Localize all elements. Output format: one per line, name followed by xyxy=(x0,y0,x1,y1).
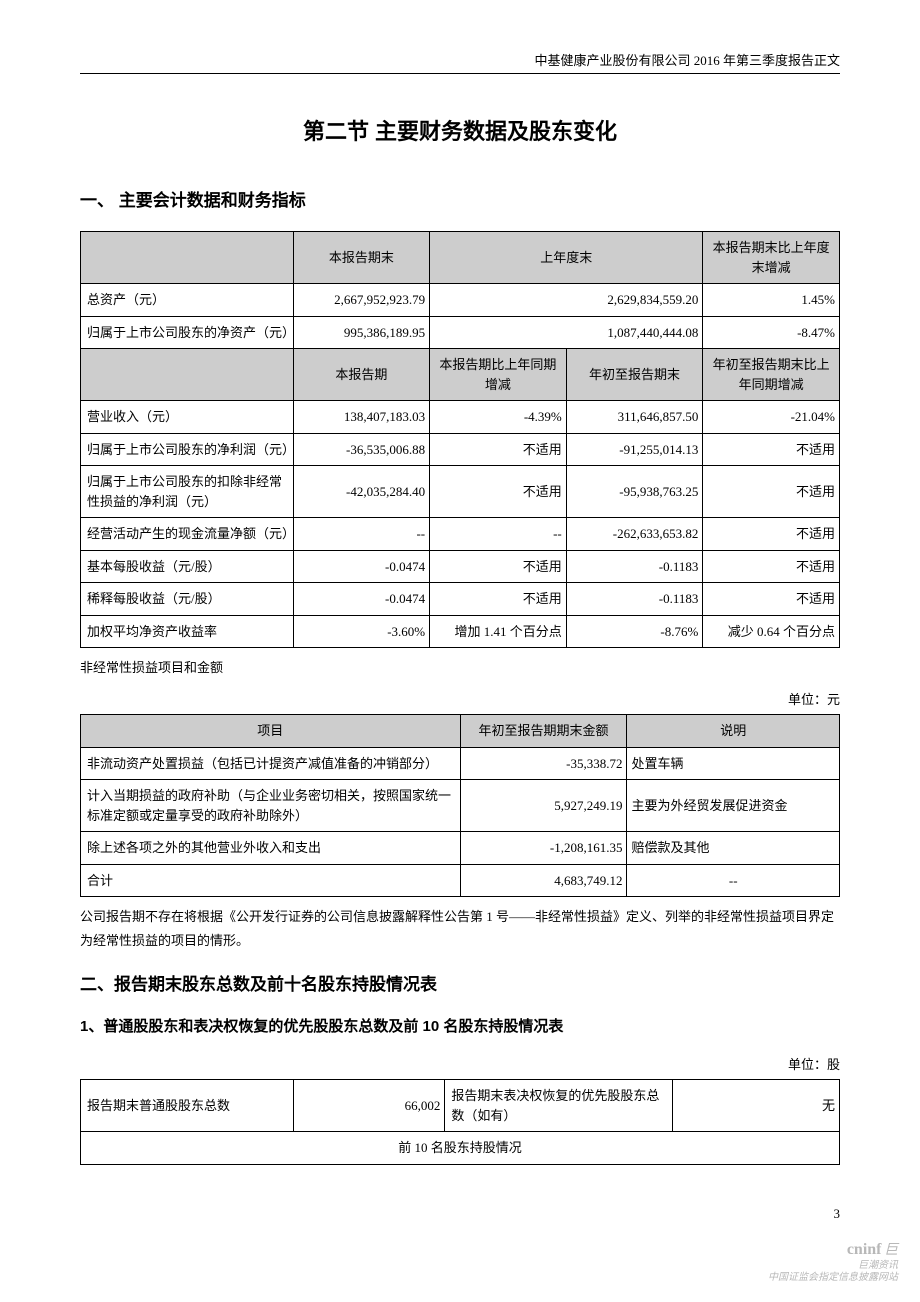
cell: -3.60% xyxy=(293,615,430,648)
cell: 不适用 xyxy=(703,550,840,583)
table-nonrecurring-items: 项目 年初至报告期期末金额 说明 非流动资产处置损益（包括已计提资产减值准备的冲… xyxy=(80,714,840,897)
page-header: 中基健康产业股份有限公司 2016 年第三季度报告正文 xyxy=(80,50,840,74)
cell: 不适用 xyxy=(703,518,840,551)
th-last-year-end: 上年度末 xyxy=(430,232,703,284)
cell: 1,087,440,444.08 xyxy=(430,316,703,349)
cell: -0.1183 xyxy=(566,550,703,583)
cell: 2,667,952,923.79 xyxy=(293,284,430,317)
cell: -1,208,161.35 xyxy=(460,832,627,865)
cell: -- xyxy=(627,864,840,897)
cell: 1.45% xyxy=(703,284,840,317)
row-common-holders-label: 报告期末普通股股东总数 xyxy=(81,1080,294,1132)
watermark-cn: 巨潮资讯 xyxy=(858,1260,898,1271)
row-basic-eps-label: 基本每股收益（元/股） xyxy=(81,550,294,583)
cell: 增加 1.41 个百分点 xyxy=(430,615,567,648)
row-pref-holders-label: 报告期末表决权恢复的优先股股东总数（如有） xyxy=(445,1080,673,1132)
cell: 不适用 xyxy=(430,550,567,583)
cell: 不适用 xyxy=(430,583,567,616)
heading-top10: 1、普通股股东和表决权恢复的优先股股东总数及前 10 名股东持股情况表 xyxy=(80,1015,840,1036)
cell: 2,629,834,559.20 xyxy=(430,284,703,317)
cell: -95,938,763.25 xyxy=(566,466,703,518)
cell: -0.0474 xyxy=(293,550,430,583)
th-period-end: 本报告期末 xyxy=(293,232,430,284)
row-diluted-eps-label: 稀释每股收益（元/股） xyxy=(81,583,294,616)
cell: -262,633,653.82 xyxy=(566,518,703,551)
cell: 不适用 xyxy=(703,466,840,518)
th-period: 本报告期 xyxy=(293,349,430,401)
cell: 处置车辆 xyxy=(627,747,840,780)
row-top10-header: 前 10 名股东持股情况 xyxy=(81,1132,840,1165)
table-shareholders: 报告期末普通股股东总数 66,002 报告期末表决权恢复的优先股股东总数（如有）… xyxy=(80,1079,840,1165)
watermark-sub: 中国证监会指定信息披露网站 xyxy=(768,1272,898,1283)
cell: -8.47% xyxy=(703,316,840,349)
cell: -- xyxy=(293,518,430,551)
cell: 4,683,749.12 xyxy=(460,864,627,897)
row-subsidy-label: 计入当期损益的政府补助（与企业业务密切相关，按照国家统一标准定额或定量享受的政府… xyxy=(81,780,461,832)
watermark: cninf 巨 巨潮资讯 中国证监会指定信息披露网站 xyxy=(768,1240,898,1284)
cell: -4.39% xyxy=(430,401,567,434)
table-financial-indicators: 本报告期末 上年度末 本报告期末比上年度末增减 总资产（元） 2,667,952… xyxy=(80,231,840,648)
cell: 赔偿款及其他 xyxy=(627,832,840,865)
cell: 138,407,183.03 xyxy=(293,401,430,434)
cell: -36,535,006.88 xyxy=(293,433,430,466)
th-amount: 年初至报告期期末金额 xyxy=(460,715,627,748)
watermark-brand: cninf xyxy=(847,1241,882,1258)
cell: -42,035,284.40 xyxy=(293,466,430,518)
cell: 311,646,857.50 xyxy=(566,401,703,434)
th-blank2 xyxy=(81,349,294,401)
row-cashflow-label: 经营活动产生的现金流量净额（元） xyxy=(81,518,294,551)
row-total-label: 合计 xyxy=(81,864,461,897)
cell: 不适用 xyxy=(430,433,567,466)
cell: 995,386,189.95 xyxy=(293,316,430,349)
th-change: 本报告期末比上年度末增减 xyxy=(703,232,840,284)
row-other-label: 除上述各项之外的其他营业外收入和支出 xyxy=(81,832,461,865)
row-revenue-label: 营业收入（元） xyxy=(81,401,294,434)
row-total-assets-label: 总资产（元） xyxy=(81,284,294,317)
cell: 无 xyxy=(673,1080,840,1132)
cell: -0.0474 xyxy=(293,583,430,616)
page-number: 3 xyxy=(834,1206,841,1222)
cell: -91,255,014.13 xyxy=(566,433,703,466)
cell: -35,338.72 xyxy=(460,747,627,780)
unit-yuan: 单位：元 xyxy=(80,689,840,708)
note-definition: 公司报告期不存在将根据《公开发行证券的公司信息披露解释性公告第 1 号——非经常… xyxy=(80,905,840,952)
cell: -21.04% xyxy=(703,401,840,434)
cell: 不适用 xyxy=(703,583,840,616)
th-yoy-change: 本报告期比上年同期增减 xyxy=(430,349,567,401)
cell: 不适用 xyxy=(703,433,840,466)
cell: 主要为外经贸发展促进资金 xyxy=(627,780,840,832)
section-title: 第二节 主要财务数据及股东变化 xyxy=(80,114,840,146)
cell: -8.76% xyxy=(566,615,703,648)
th-desc: 说明 xyxy=(627,715,840,748)
cell: 5,927,249.19 xyxy=(460,780,627,832)
unit-shares: 单位：股 xyxy=(80,1054,840,1073)
th-item: 项目 xyxy=(81,715,461,748)
note-nonrecurring: 非经常性损益项目和金额 xyxy=(80,656,840,679)
row-net-assets-label: 归属于上市公司股东的净资产（元） xyxy=(81,316,294,349)
row-adj-net-profit-label: 归属于上市公司股东的扣除非经常性损益的净利润（元） xyxy=(81,466,294,518)
row-roe-label: 加权平均净资产收益率 xyxy=(81,615,294,648)
cell: 66,002 xyxy=(293,1080,445,1132)
cell: -0.1183 xyxy=(566,583,703,616)
th-ytd: 年初至报告期末 xyxy=(566,349,703,401)
th-blank xyxy=(81,232,294,284)
heading-shareholders: 二、报告期末股东总数及前十名股东持股情况表 xyxy=(80,970,840,995)
heading-financial-indicators: 一、 主要会计数据和财务指标 xyxy=(80,186,840,211)
cell: 不适用 xyxy=(430,466,567,518)
row-net-profit-label: 归属于上市公司股东的净利润（元） xyxy=(81,433,294,466)
row-disposal-label: 非流动资产处置损益（包括已计提资产减值准备的冲销部分） xyxy=(81,747,461,780)
th-ytd-change: 年初至报告期末比上年同期增减 xyxy=(703,349,840,401)
cell: -- xyxy=(430,518,567,551)
cell: 减少 0.64 个百分点 xyxy=(703,615,840,648)
